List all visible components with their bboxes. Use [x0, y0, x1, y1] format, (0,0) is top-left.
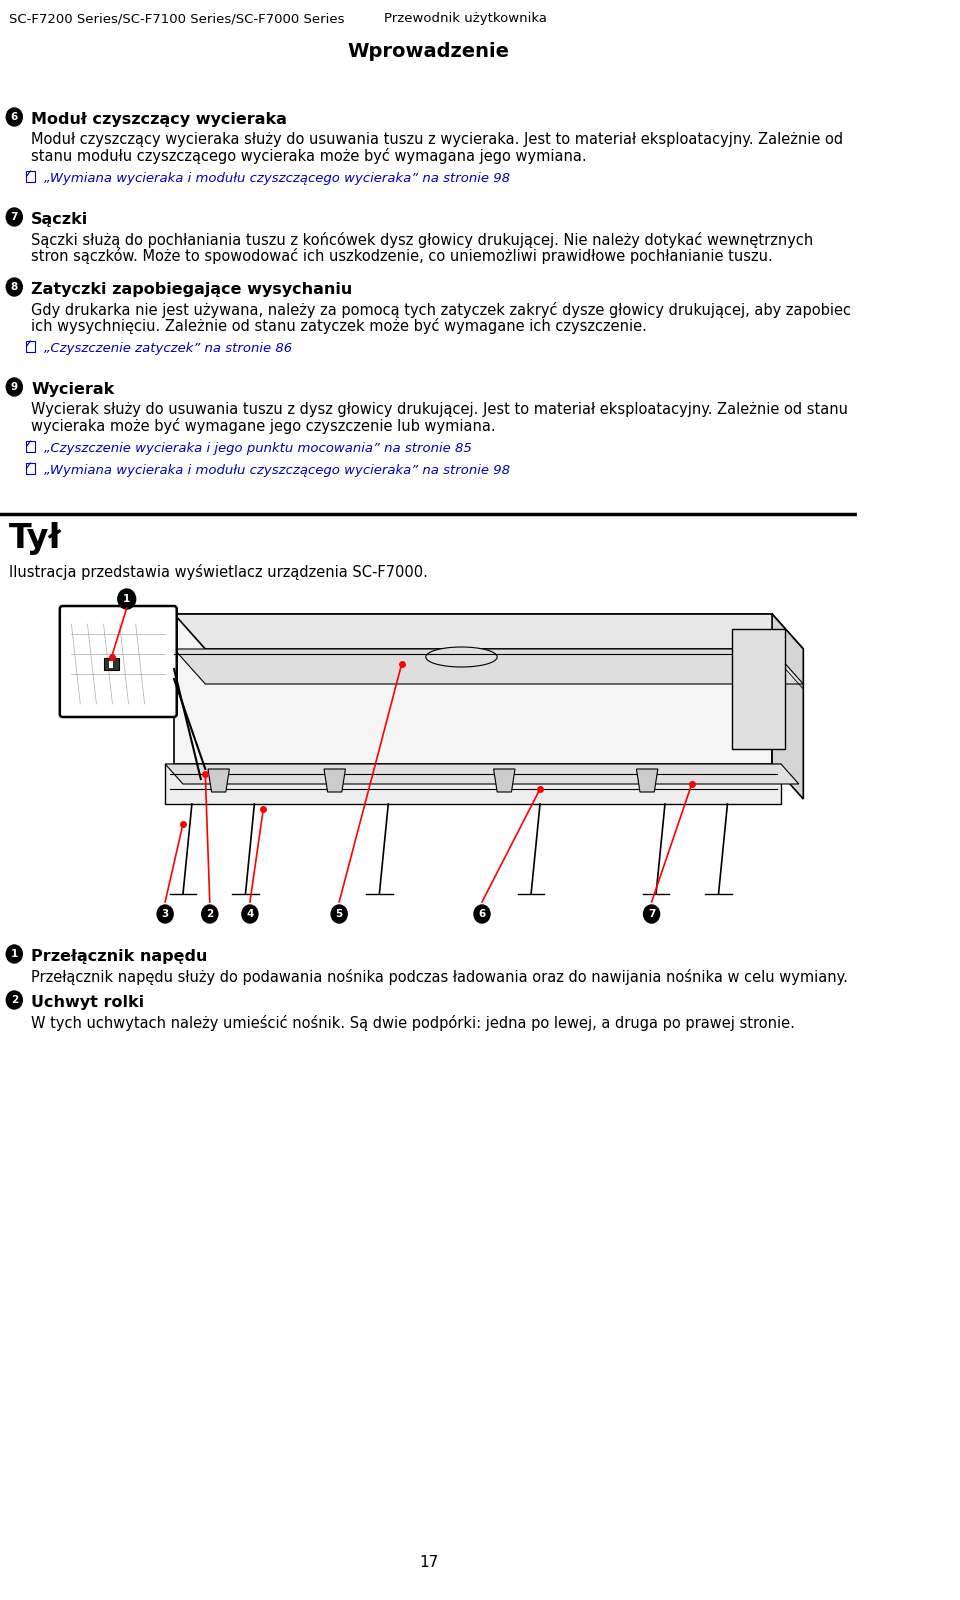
Polygon shape — [108, 659, 113, 669]
Text: 6: 6 — [478, 909, 486, 918]
Text: 6: 6 — [11, 112, 18, 122]
Circle shape — [643, 906, 660, 923]
Text: Ilustracja przedstawia wyświetlacz urządzenia SC-F7000.: Ilustracja przedstawia wyświetlacz urząd… — [9, 565, 428, 579]
Circle shape — [242, 906, 258, 923]
Circle shape — [7, 278, 22, 296]
Text: 8: 8 — [11, 282, 18, 291]
Text: Gdy drukarka nie jest używana, należy za pomocą tych zatyczek zakryć dysze głowi: Gdy drukarka nie jest używana, należy za… — [32, 302, 852, 318]
Polygon shape — [208, 770, 229, 792]
Text: stanu modułu czyszczącego wycieraka może być wymagana jego wymiana.: stanu modułu czyszczącego wycieraka może… — [32, 149, 587, 165]
Text: Wprowadzenie: Wprowadzenie — [348, 42, 510, 61]
Text: ich wysychnięciu. Zależnie od stanu zatyczek może być wymagane ich czyszczenie.: ich wysychnięciu. Zależnie od stanu zaty… — [32, 318, 647, 334]
Text: stron sączków. Może to spowodować ich uszkodzenie, co uniemożliwi prawidłowe poc: stron sączków. Może to spowodować ich us… — [32, 248, 773, 264]
Circle shape — [474, 906, 490, 923]
Text: „Czyszczenie zatyczek” na stronie 86: „Czyszczenie zatyczek” na stronie 86 — [44, 342, 292, 355]
Text: 7: 7 — [11, 211, 18, 222]
Polygon shape — [772, 614, 804, 798]
Polygon shape — [174, 614, 804, 650]
Text: Moduł czyszczący wycieraka: Moduł czyszczący wycieraka — [32, 112, 287, 126]
Text: Uchwyt rolki: Uchwyt rolki — [32, 995, 144, 1010]
Text: SC-F7200 Series/SC-F7100 Series/SC-F7000 Series: SC-F7200 Series/SC-F7100 Series/SC-F7000… — [9, 11, 345, 26]
Polygon shape — [636, 770, 658, 792]
Text: 1: 1 — [11, 949, 18, 958]
Circle shape — [202, 906, 218, 923]
Polygon shape — [732, 629, 785, 749]
Polygon shape — [105, 658, 119, 670]
Text: wycieraka może być wymagane jego czyszczenie lub wymiana.: wycieraka może być wymagane jego czyszcz… — [32, 418, 496, 434]
Text: Przełącznik napędu: Przełącznik napędu — [32, 949, 207, 963]
Circle shape — [331, 906, 348, 923]
FancyBboxPatch shape — [26, 341, 36, 352]
Text: „Wymiana wycieraka i modułu czyszczącego wycieraka” na stronie 98: „Wymiana wycieraka i modułu czyszczącego… — [44, 464, 510, 477]
Polygon shape — [174, 614, 772, 765]
Polygon shape — [324, 770, 346, 792]
Text: 1: 1 — [123, 594, 131, 603]
FancyBboxPatch shape — [26, 462, 36, 474]
Text: „Czyszczenie wycieraka i jego punktu mocowania” na stronie 85: „Czyszczenie wycieraka i jego punktu moc… — [44, 442, 471, 454]
Text: W tych uchwytach należy umieścić nośnik. Są dwie podpórki: jedna po lewej, a dru: W tych uchwytach należy umieścić nośnik.… — [32, 1014, 795, 1030]
Circle shape — [7, 990, 22, 1010]
Circle shape — [157, 906, 173, 923]
Text: Przełącznik napędu służy do podawania nośnika podczas ładowania oraz do nawijani: Przełącznik napędu służy do podawania no… — [32, 970, 848, 986]
Text: Zatyczki zapobiegające wysychaniu: Zatyczki zapobiegające wysychaniu — [32, 282, 352, 298]
Text: 5: 5 — [336, 909, 343, 918]
FancyBboxPatch shape — [60, 606, 177, 717]
Circle shape — [7, 109, 22, 126]
FancyBboxPatch shape — [26, 171, 36, 181]
Polygon shape — [165, 765, 781, 803]
Text: Sączki: Sączki — [32, 211, 88, 227]
Circle shape — [7, 946, 22, 963]
Text: Przewodnik użytkownika: Przewodnik użytkownika — [384, 11, 547, 26]
Text: 17: 17 — [419, 1555, 438, 1570]
Text: 4: 4 — [246, 909, 253, 918]
Text: Wycierak: Wycierak — [32, 382, 114, 397]
Text: 7: 7 — [648, 909, 656, 918]
Ellipse shape — [425, 646, 497, 667]
FancyBboxPatch shape — [26, 440, 36, 451]
Circle shape — [7, 208, 22, 226]
Text: Tył: Tył — [9, 522, 61, 555]
Circle shape — [7, 378, 22, 395]
Text: 9: 9 — [11, 382, 18, 392]
Polygon shape — [493, 770, 515, 792]
Text: Wycierak służy do usuwania tuszu z dysz głowicy drukującej. Jest to materiał eks: Wycierak służy do usuwania tuszu z dysz … — [32, 402, 849, 418]
Polygon shape — [174, 650, 804, 685]
Text: 2: 2 — [206, 909, 213, 918]
Circle shape — [118, 589, 135, 610]
Text: „Wymiana wycieraka i modułu czyszczącego wycieraka” na stronie 98: „Wymiana wycieraka i modułu czyszczącego… — [44, 171, 510, 186]
Text: Moduł czyszczący wycieraka służy do usuwania tuszu z wycieraka. Jest to materiał: Moduł czyszczący wycieraka służy do usuw… — [32, 133, 844, 147]
Polygon shape — [165, 765, 799, 784]
Text: 3: 3 — [161, 909, 169, 918]
Text: Sączki służą do pochłaniania tuszu z końcówek dysz głowicy drukującej. Nie należ: Sączki służą do pochłaniania tuszu z koń… — [32, 232, 813, 248]
Text: 2: 2 — [11, 995, 18, 1005]
